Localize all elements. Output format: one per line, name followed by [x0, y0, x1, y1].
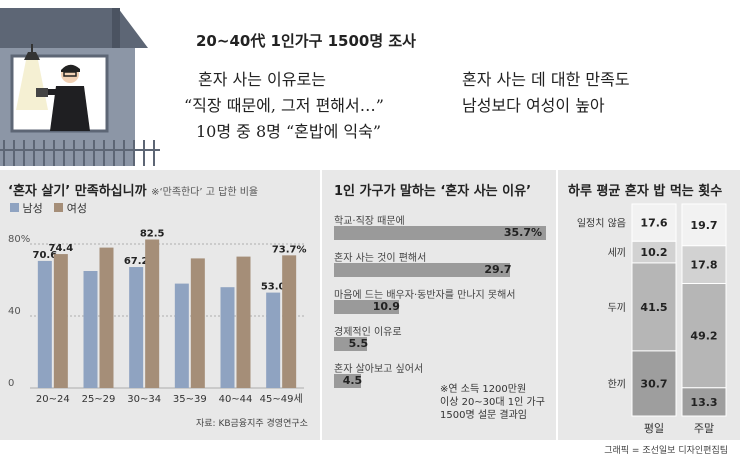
stacked-segment [681, 203, 727, 247]
stacked-segment [631, 203, 677, 242]
category-label: 평일 [644, 421, 664, 435]
bar-female [145, 239, 160, 388]
stacked-segment [631, 262, 677, 352]
segment-value: 19.7 [690, 219, 717, 232]
reason-value: 10.9 [372, 300, 400, 313]
bar-female [99, 247, 114, 388]
segment-label: 일정치 않음 [577, 218, 626, 230]
stacked-segment [681, 283, 727, 389]
reason-label: 경제적인 이유로 [334, 327, 402, 338]
y-tick-label: 0 [8, 378, 14, 389]
bar-male [174, 283, 189, 388]
reason-bar [334, 300, 399, 314]
segment-label: 한끼 [608, 378, 626, 390]
x-tick-label: 35~39 [173, 394, 207, 405]
stacked-segment [681, 245, 727, 284]
reasons-panel: 1인 가구가 말하는 ‘혼자 사는 이유’ 학교·직장 때문에 35.7% 혼자 사… [322, 170, 556, 440]
segment-value: 49.2 [690, 330, 717, 343]
bar-value-label: 67.2 [124, 256, 149, 267]
bar-value-label: 82.5 [140, 229, 165, 240]
satisfaction-subtitle: ※‘만족한다’ 고 답한 비율 [151, 187, 259, 198]
bar-female [190, 258, 205, 388]
quote-right-line1: 혼자 사는 데 대한 만족도 [462, 70, 630, 89]
satisfaction-title-text: ‘혼자 살기’ 만족하십니까 [8, 184, 147, 199]
x-tick-label: 25~29 [82, 394, 116, 405]
bar-female [236, 256, 251, 388]
legend-swatch-male [10, 203, 19, 212]
x-tick-label: 40~44 [219, 394, 253, 405]
bar-male [266, 292, 281, 388]
segment-value: 30.7 [640, 377, 667, 390]
eating-title: 하루 평균 혼자 밥 먹는 횟수 [568, 184, 723, 199]
reason-value: 35.7% [503, 226, 542, 239]
reasons-note-line1: ※연 소득 1200만원 [440, 384, 527, 395]
house-illustration [0, 8, 160, 166]
quote-left-line3: 10명 중 8명 “혼밥에 익숙” [196, 122, 382, 141]
bar-value-label: 73.7% [272, 244, 307, 255]
quote-left-line2: “직장 때문에, 그저 편해서…” [184, 96, 384, 115]
stacked-segment [631, 350, 677, 417]
reasons-note: ※연 소득 1200만원 이상 20~30대 1인 가구 1500명 설문 결과… [440, 383, 545, 422]
legend-label-male: 남성 [22, 202, 43, 215]
reason-label: 혼자 사는 것이 편해서 [334, 253, 427, 264]
reason-value: 5.5 [348, 337, 369, 350]
satisfaction-source: 자료: KB금융지주 경영연구소 [196, 419, 308, 429]
bar-value-label: 70.6 [32, 250, 57, 261]
reasons-title: 1인 가구가 말하는 ‘혼자 사는 이유’ [334, 184, 532, 199]
reason-label: 혼자 살아보고 싶어서 [334, 364, 424, 375]
bar-value-label: 74.4 [48, 243, 73, 254]
reason-bar [334, 263, 511, 277]
graphic-credit: 그래픽 = 조선일보 디자인편집팀 [604, 446, 728, 456]
quote-right-line2: 남성보다 여성이 높아 [462, 96, 605, 115]
segment-value: 41.5 [640, 301, 667, 314]
bar-value-label: 53.0 [261, 282, 286, 293]
satisfaction-chart: 0 40 80%70.674.4 20~24 25~29 67.2 82.5 30~34 35~… [8, 229, 307, 406]
satisfaction-legend: 남성 여성 [10, 200, 87, 216]
x-tick-label: 45~49세 [260, 393, 303, 405]
segment-value: 17.6 [640, 217, 667, 230]
reason-label: 학교·직장 때문에 [334, 216, 405, 227]
x-tick-label: 30~34 [127, 394, 161, 405]
bar-male [83, 271, 98, 388]
bar-male [129, 267, 144, 388]
legend-swatch-female [54, 203, 64, 212]
reason-bar [334, 374, 361, 388]
satisfaction-title: ‘혼자 살기’ 만족하십니까 ※‘만족한다’ 고 답한 비율 [8, 180, 258, 199]
reasons-note-line2: 이상 20~30대 1인 가구 [440, 397, 545, 408]
segment-label: 두끼 [608, 302, 626, 314]
y-tick-label: 80% [8, 234, 30, 245]
headline: 20~40代 1인가구 1500명 조사 [196, 32, 416, 50]
category-label: 주말 [694, 422, 714, 435]
reason-bar [334, 337, 367, 351]
reason-label: 마음에 드는 배우자·동반자를 만나지 못해서 [334, 290, 516, 301]
y-tick-label: 40 [8, 306, 21, 317]
bar-female [53, 254, 68, 388]
reason-bar [334, 226, 546, 240]
bar-male [220, 287, 235, 388]
reason-value: 4.5 [342, 374, 363, 387]
bar-male [37, 260, 52, 388]
segment-value: 10.2 [640, 246, 667, 259]
eating-panel: 하루 평균 혼자 밥 먹는 횟수 17.6 일정치 않음 10.2 세끼 41.5 두끼 3… [558, 170, 740, 440]
x-tick-label: 20~24 [36, 394, 70, 405]
stacked-segment [681, 387, 727, 417]
top-section: 20~40代 1인가구 1500명 조사 혼자 사는 이유로는 “직장 때문에,… [0, 0, 740, 166]
satisfaction-panel: ‘혼자 살기’ 만족하십니까 ※‘만족한다’ 고 답한 비율 남성 여성 0 40… [0, 170, 320, 440]
segment-label: 세끼 [608, 247, 626, 259]
reasons-chart: 학교·직장 때문에 35.7% 혼자 사는 것이 편해서 29.7 마음에 드는 배우자… [322, 170, 556, 440]
segment-value: 17.8 [690, 259, 717, 272]
legend-label-female: 여성 [66, 202, 87, 215]
quote-left-line1: 혼자 사는 이유로는 [198, 70, 326, 89]
reason-value: 29.7 [484, 263, 512, 276]
reasons-note-line3: 1500명 설문 결과임 [440, 410, 528, 421]
bar-female [282, 255, 297, 388]
segment-value: 13.3 [690, 396, 717, 409]
